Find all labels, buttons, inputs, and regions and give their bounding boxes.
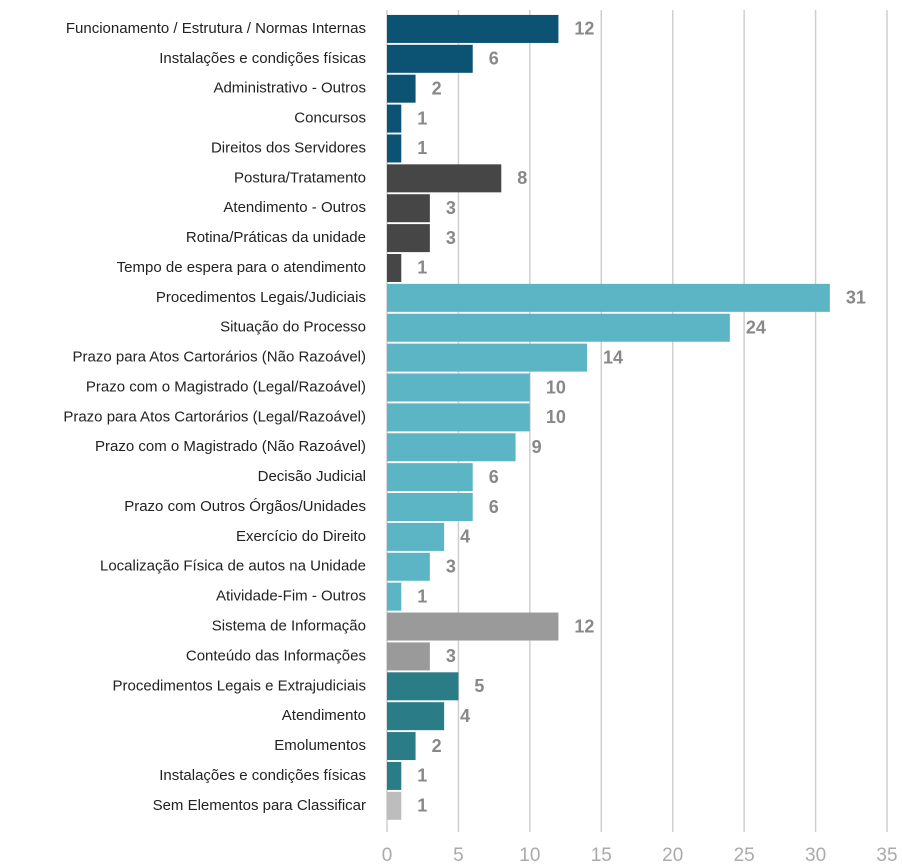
category-label: Atendimento — [282, 707, 366, 724]
value-label: 10 — [546, 407, 566, 427]
value-label: 12 — [574, 19, 594, 39]
category-label: Situação do Processo — [220, 319, 366, 336]
bar — [387, 522, 445, 551]
value-label: 3 — [446, 557, 456, 577]
value-label: 3 — [446, 198, 456, 218]
bar — [387, 433, 516, 462]
bar — [387, 373, 530, 402]
category-label: Decisão Judicial — [258, 468, 366, 485]
bar — [387, 104, 402, 133]
x-tick-label: 10 — [519, 845, 540, 866]
bar — [387, 74, 416, 103]
category-label: Prazo com o Magistrado (Não Razoável) — [95, 438, 366, 455]
value-label: 2 — [432, 736, 442, 756]
category-label: Prazo com o Magistrado (Legal/Razoável) — [86, 378, 366, 395]
bar — [387, 164, 502, 193]
value-label: 24 — [746, 317, 766, 337]
value-label: 2 — [432, 78, 442, 98]
category-label: Atividade-Fim - Outros — [216, 588, 366, 605]
category-label: Prazo para Atos Cartorários (Legal/Razoá… — [63, 408, 366, 425]
x-tick-label: 30 — [805, 845, 826, 866]
category-label: Conteúdo das Informações — [186, 647, 366, 664]
bar — [387, 463, 473, 492]
category-label: Sem Elementos para Classificar — [153, 797, 366, 814]
value-label: 1 — [417, 796, 427, 816]
category-label: Sistema de Informação — [212, 618, 366, 635]
bar — [387, 194, 430, 223]
category-label: Rotina/Práticas da unidade — [186, 229, 366, 246]
value-label: 6 — [489, 497, 499, 517]
bar — [387, 642, 430, 671]
bar — [387, 791, 402, 820]
value-label: 4 — [460, 527, 470, 547]
value-label: 6 — [489, 467, 499, 487]
bar — [387, 343, 587, 372]
bar — [387, 761, 402, 790]
value-label: 10 — [546, 377, 566, 397]
category-label: Procedimentos Legais/Judiciais — [156, 289, 366, 306]
value-label: 4 — [460, 706, 470, 726]
x-tick-label: 20 — [662, 845, 683, 866]
x-tick-label: 5 — [453, 845, 464, 866]
category-label: Exercício do Direito — [236, 528, 366, 545]
value-label: 1 — [417, 258, 427, 278]
x-tick-label: 0 — [382, 845, 393, 866]
bar — [387, 493, 473, 522]
category-label: Direitos dos Servidores — [211, 139, 366, 156]
bar — [387, 702, 445, 731]
x-tick-label: 35 — [876, 845, 897, 866]
category-label: Administrativo - Outros — [213, 80, 366, 97]
category-label: Atendimento - Outros — [223, 199, 366, 216]
value-label: 12 — [574, 616, 594, 636]
category-label: Procedimentos Legais e Extrajudiciais — [113, 677, 366, 694]
bar — [387, 253, 402, 282]
x-tick-label: 15 — [591, 845, 612, 866]
value-label: 14 — [603, 347, 623, 367]
bar — [387, 732, 416, 761]
value-label: 5 — [474, 676, 484, 696]
value-label: 3 — [446, 646, 456, 666]
category-label: Emolumentos — [274, 737, 366, 754]
bar — [387, 313, 730, 342]
value-label: 31 — [846, 288, 866, 308]
bar — [387, 582, 402, 611]
category-label: Postura/Tratamento — [234, 169, 366, 186]
category-label: Localização Física de autos na Unidade — [100, 558, 366, 575]
value-label: 1 — [417, 766, 427, 786]
value-label: 1 — [417, 108, 427, 128]
bar — [387, 403, 530, 432]
bar — [387, 14, 559, 43]
category-label: Prazo para Atos Cartorários (Não Razoáve… — [73, 349, 366, 366]
bar — [387, 612, 559, 641]
category-label: Prazo com Outros Órgãos/Unidades — [124, 498, 366, 515]
value-label: 3 — [446, 228, 456, 248]
category-label: Tempo de espera para o atendimento — [117, 259, 366, 276]
x-tick-label: 25 — [734, 845, 755, 866]
bar — [387, 552, 430, 581]
bar — [387, 44, 473, 73]
value-label: 9 — [532, 437, 542, 457]
value-label: 8 — [517, 168, 527, 188]
category-label: Instalações e condições físicas — [159, 767, 366, 784]
bar — [387, 283, 830, 312]
bar — [387, 672, 459, 701]
value-label: 1 — [417, 586, 427, 606]
category-label: Funcionamento / Estrutura / Normas Inter… — [66, 20, 366, 37]
bar — [387, 224, 430, 253]
category-label: Instalações e condições físicas — [159, 50, 366, 67]
value-label: 1 — [417, 138, 427, 158]
bar — [387, 134, 402, 163]
value-label: 6 — [489, 49, 499, 69]
category-label: Concursos — [294, 110, 366, 127]
